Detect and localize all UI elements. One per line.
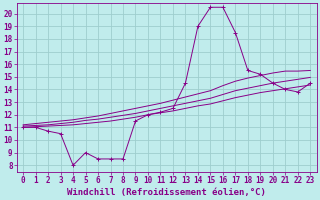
X-axis label: Windchill (Refroidissement éolien,°C): Windchill (Refroidissement éolien,°C) <box>67 188 266 197</box>
